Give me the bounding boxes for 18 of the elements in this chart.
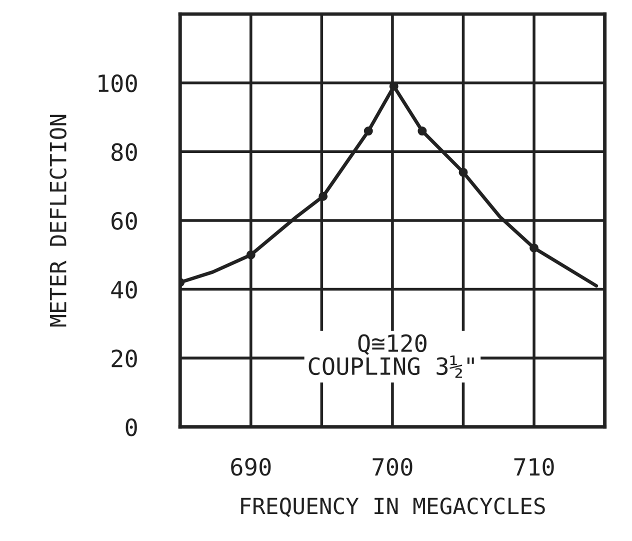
y-tick-label: 20 xyxy=(112,350,137,368)
x-tick-label: 710 xyxy=(514,458,554,476)
x-tick-label: 690 xyxy=(231,458,271,476)
x-axis-title: FREQUENCY IN MEGACYCLES xyxy=(241,498,545,517)
point xyxy=(364,126,373,136)
point xyxy=(458,168,468,177)
y-tick-label: 40 xyxy=(111,280,137,299)
y-tick-label: 60 xyxy=(112,212,137,230)
y-tick-label: 80 xyxy=(112,143,137,162)
x-tick-label: 700 xyxy=(372,458,412,476)
annotation: Q≅120 COUPLING 3½" xyxy=(308,334,474,378)
y-tick-label: 0 xyxy=(126,418,137,436)
point xyxy=(318,192,328,201)
point xyxy=(418,126,427,136)
y-axis-title: METER DEFLECTION xyxy=(50,114,67,327)
y-tick-label: 100 xyxy=(98,74,137,92)
point xyxy=(530,243,539,252)
point xyxy=(246,250,256,260)
